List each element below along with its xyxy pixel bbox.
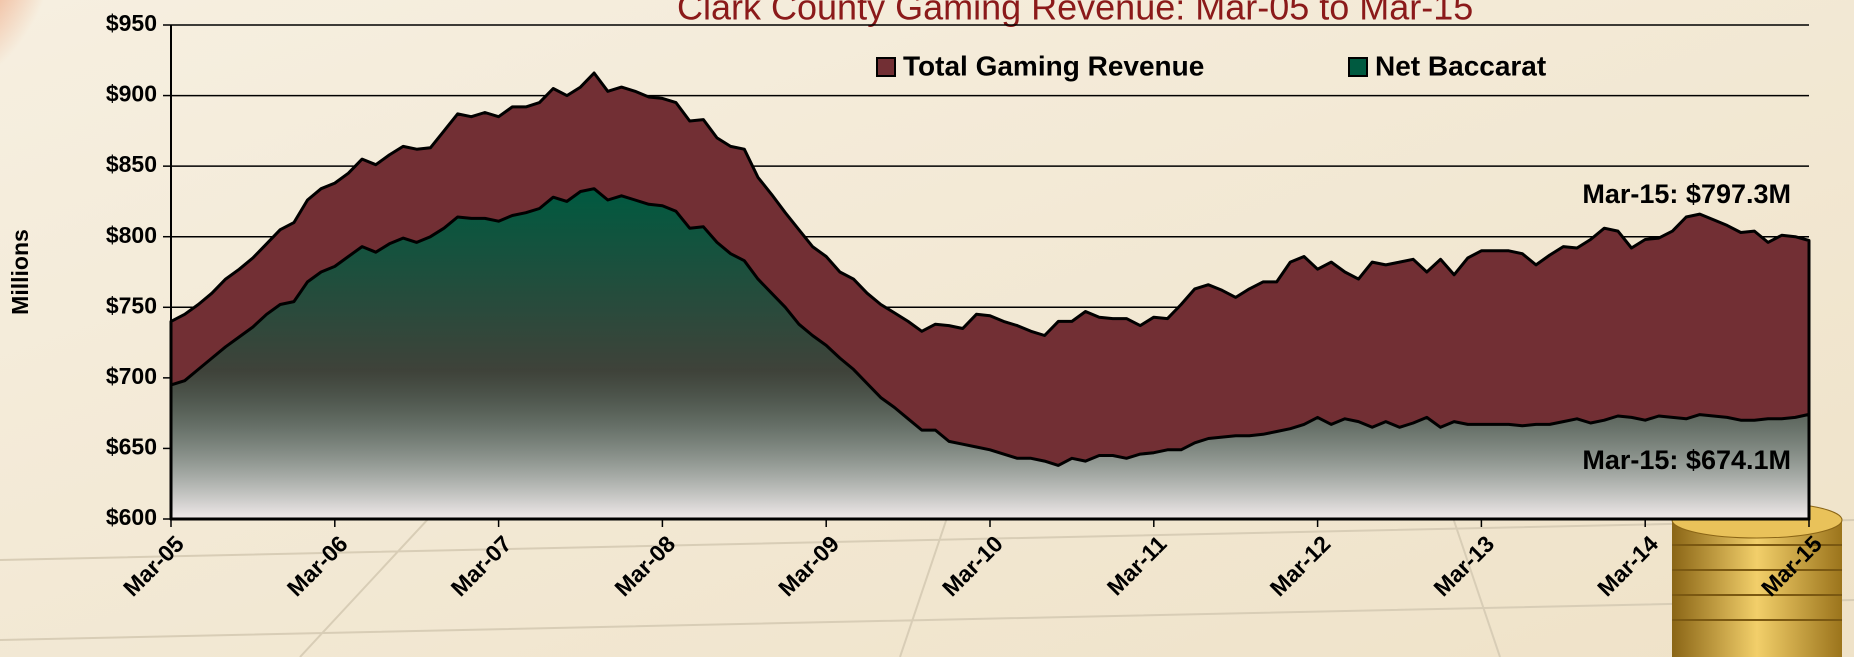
y-tick-label: $800 [106,222,157,248]
legend-label: Total Gaming Revenue [903,50,1204,81]
y-tick-label: $700 [106,363,157,389]
coin-stack [1672,502,1842,657]
legend-swatch [877,58,895,76]
legend-swatch [1349,58,1367,76]
annotation: Mar-15: $674.1M [1582,445,1791,475]
y-tick-label: $900 [106,81,157,107]
y-tick-label: $950 [106,10,157,36]
chart-title: Clark County Gaming Revenue: Mar-05 to M… [677,0,1473,28]
y-tick-label: $650 [106,434,157,460]
annotation: Mar-15: $797.3M [1582,179,1791,209]
y-axis-label: Millions [7,229,33,315]
y-tick-label: $850 [106,151,157,177]
chart: Clark County Gaming Revenue: Mar-05 to M… [0,0,1854,657]
y-tick-label: $600 [106,504,157,530]
y-tick-label: $750 [106,292,157,318]
legend-label: Net Baccarat [1375,50,1546,81]
